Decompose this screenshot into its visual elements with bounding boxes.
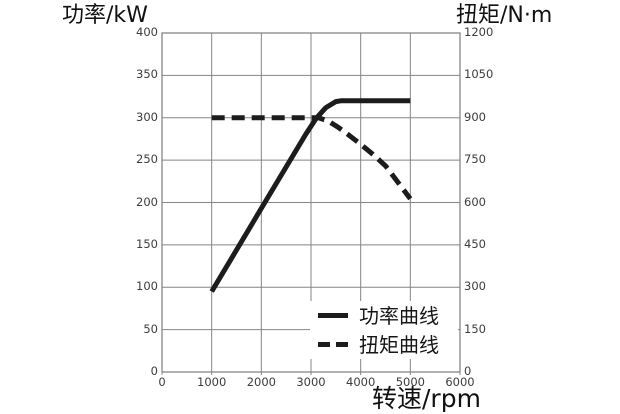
legend-label-torque: 扭矩曲线 bbox=[359, 332, 439, 357]
left-axis-tick-label: 150 bbox=[136, 236, 158, 251]
power-curve bbox=[209, 98, 411, 293]
legend-item-power: 功率曲线 bbox=[318, 303, 458, 328]
right-axis-title: 扭矩/N·m bbox=[456, 3, 553, 28]
left-axis-tick-label: 300 bbox=[136, 109, 158, 124]
left-axis-tick-label: 200 bbox=[136, 194, 158, 209]
left-axis-title: 功率/kW bbox=[62, 3, 148, 28]
right-axis-tick-label: 450 bbox=[464, 236, 486, 251]
left-axis-tick-label: 0 bbox=[150, 364, 158, 378]
x-axis-tick-label: 6000 bbox=[445, 375, 475, 389]
right-axis-tick-label: 600 bbox=[464, 194, 486, 209]
torque-curve bbox=[211, 115, 413, 201]
x-axis-tick-label: 0 bbox=[158, 375, 166, 389]
right-axis-tick-label: 1200 bbox=[464, 25, 494, 39]
right-axis-tick-label: 300 bbox=[464, 279, 486, 294]
right-axis-tick-label: 1050 bbox=[464, 67, 494, 82]
left-axis-tick-label: 50 bbox=[143, 321, 158, 336]
x-axis-title: 转速/rpm bbox=[372, 384, 481, 413]
left-axis-tick-label: 350 bbox=[136, 67, 158, 82]
x-axis-tick-label: 5000 bbox=[395, 375, 425, 389]
right-axis-tick-label: 750 bbox=[464, 152, 486, 167]
legend-item-torque: 扭矩曲线 bbox=[318, 332, 458, 357]
legend: 功率曲线 扭矩曲线 bbox=[310, 301, 458, 359]
plot-border bbox=[161, 32, 461, 373]
x-axis-tick-label: 4000 bbox=[346, 375, 376, 389]
right-axis-tick-label: 0 bbox=[464, 364, 472, 378]
left-axis-tick-label: 400 bbox=[136, 25, 158, 39]
x-axis-tick-label: 2000 bbox=[246, 375, 276, 389]
dashed-line-sample-icon bbox=[318, 342, 348, 347]
left-axis-tick-label: 100 bbox=[136, 279, 158, 294]
x-axis-tick-label: 3000 bbox=[296, 375, 326, 389]
right-axis-tick-label: 150 bbox=[464, 321, 486, 336]
solid-line-sample-icon bbox=[318, 313, 348, 318]
left-axis-tick-label: 250 bbox=[136, 152, 158, 167]
x-axis-tick-label: 1000 bbox=[197, 375, 227, 389]
legend-label-power: 功率曲线 bbox=[359, 303, 439, 328]
right-axis-tick-label: 900 bbox=[464, 109, 486, 124]
